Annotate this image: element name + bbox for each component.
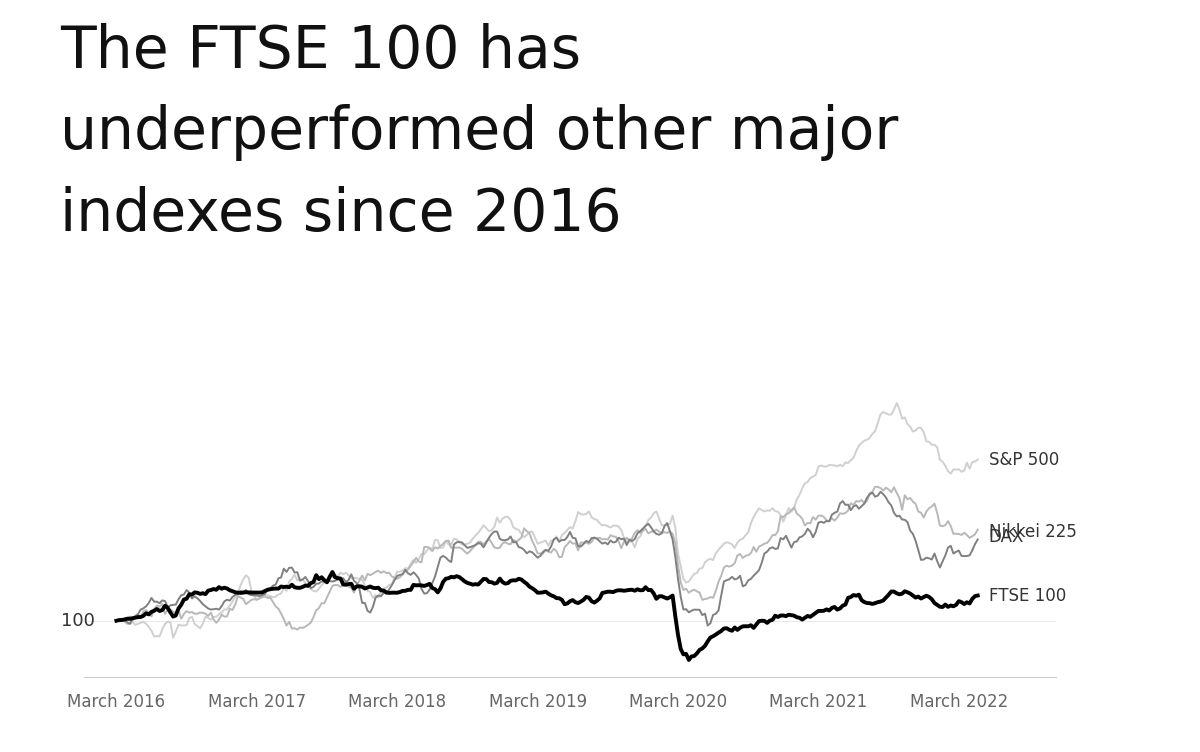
- Text: S&P 500: S&P 500: [989, 450, 1058, 468]
- Text: The FTSE 100 has
underperformed other major
indexes since 2016: The FTSE 100 has underperformed other ma…: [60, 23, 899, 243]
- Text: DAX: DAX: [989, 528, 1024, 546]
- Text: FTSE 100: FTSE 100: [989, 587, 1066, 605]
- Text: 100: 100: [61, 611, 95, 629]
- Text: Nikkei 225: Nikkei 225: [989, 523, 1076, 541]
